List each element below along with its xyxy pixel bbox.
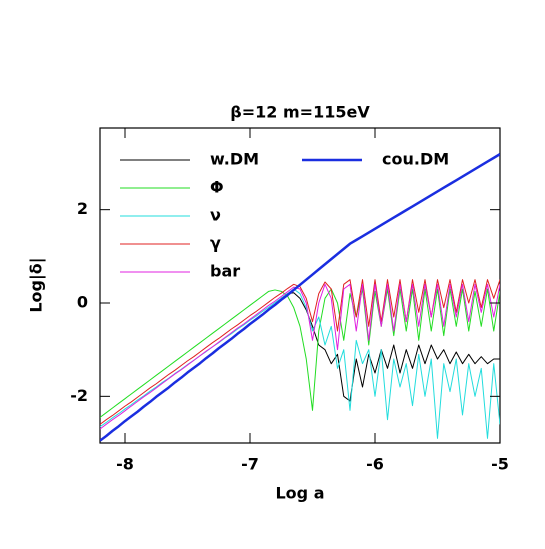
- legend-label: ν: [210, 206, 221, 225]
- legend-label: bar: [210, 262, 240, 281]
- legend-label: Φ: [210, 178, 224, 197]
- y-tick-label: -2: [70, 386, 88, 405]
- legend-label: γ: [210, 234, 221, 253]
- plot-area: [100, 153, 500, 442]
- series-line: [100, 288, 500, 439]
- x-tick-label: -8: [116, 455, 134, 474]
- series-line: [100, 288, 500, 418]
- x-tick-label: -6: [366, 455, 384, 474]
- y-tick-label: 2: [77, 199, 88, 218]
- x-tick-label: -7: [241, 455, 259, 474]
- x-axis-label: Log a: [275, 484, 324, 503]
- series-line: [100, 292, 500, 442]
- chart-title: β=12 m=115eV: [230, 103, 370, 122]
- series-line: [100, 283, 500, 430]
- series-line: [100, 153, 500, 442]
- y-axis-label: Log|δ|: [27, 257, 47, 312]
- legend-label: cou.DM: [382, 150, 449, 169]
- x-tick-label: -5: [491, 455, 509, 474]
- legend-label: w.DM: [210, 150, 259, 169]
- y-tick-label: 0: [77, 293, 88, 312]
